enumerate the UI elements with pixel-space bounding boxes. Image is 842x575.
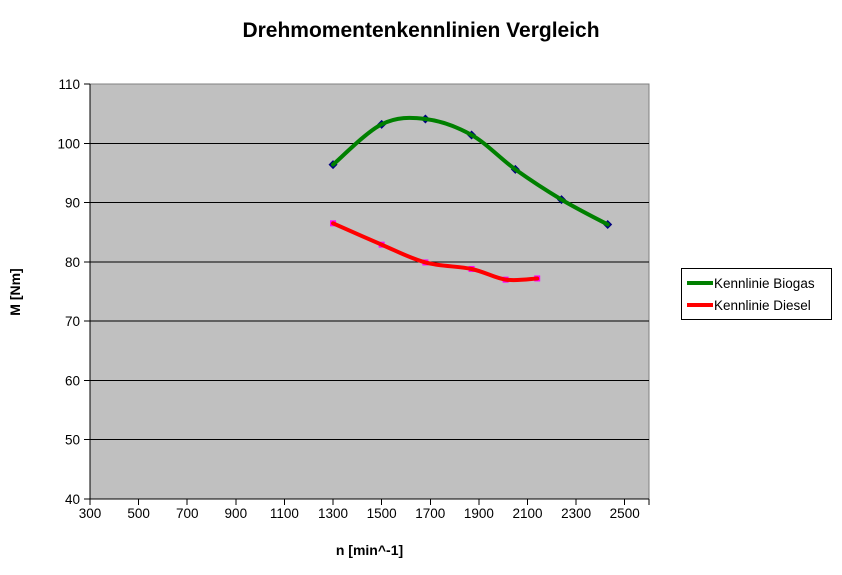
x-tick-label: 300 (79, 506, 102, 521)
x-tick-label: 1100 (270, 506, 299, 521)
biogas-curve (331, 115, 610, 227)
x-axis-title: n [min^-1] (335, 542, 404, 558)
legend-label-biogas: Kennlinie Biogas (714, 275, 815, 291)
plot-background (89, 83, 650, 500)
y-tick-label: 90 (65, 196, 80, 211)
y-axis-title: M [Nm] (7, 268, 23, 316)
legend-item-biogas: Kennlinie Biogas (687, 272, 829, 294)
y-tick-label: 110 (58, 77, 80, 92)
y-tick-label: 50 (65, 433, 80, 448)
y-tick-label: 40 (65, 492, 80, 507)
x-tick-label: 1300 (318, 506, 348, 521)
chart-title: Drehmomentenkennlinien Vergleich (242, 19, 600, 42)
x-tick-label: 1900 (464, 506, 494, 521)
diesel-line-sample (687, 303, 713, 307)
x-tick-label: 500 (127, 506, 150, 521)
x-tick-label: 1700 (415, 506, 445, 521)
diesel-curve (331, 221, 540, 283)
x-tick-label: 2500 (610, 506, 640, 521)
legend-item-diesel: Kennlinie Diesel (687, 294, 829, 316)
biogas-line-sample (687, 281, 713, 285)
x-tick-label: 2300 (561, 506, 591, 521)
legend: Kennlinie Biogas Kennlinie Diesel (681, 268, 832, 320)
x-tick-label: 1500 (367, 506, 397, 521)
legend-label-diesel: Kennlinie Diesel (714, 297, 811, 313)
y-tick-label: 70 (65, 314, 80, 329)
x-tick-label: 2100 (512, 506, 542, 521)
y-tick-label: 80 (65, 255, 80, 270)
y-tick-label: 60 (65, 373, 80, 388)
x-tick-label: 700 (176, 506, 199, 521)
y-tick-label: 100 (57, 136, 80, 151)
x-tick-label: 900 (225, 506, 248, 521)
